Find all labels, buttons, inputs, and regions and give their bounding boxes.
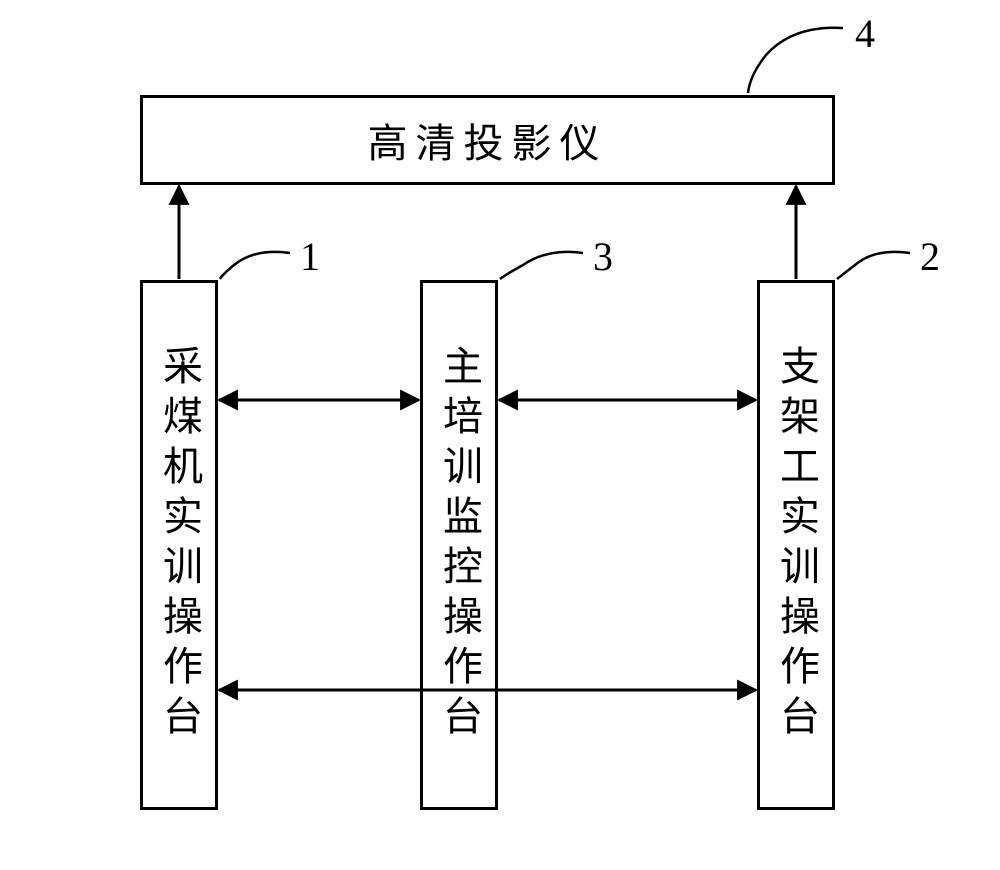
node-main-console-label: 主培训监控操作台 [430, 345, 488, 745]
node-frame-console: 支架工实训操作台 [757, 280, 835, 810]
diagram-canvas: 高清投影仪 采煤机实训操作台 主培训监控操作台 支架工实训操作台 4 1 3 2 [0, 0, 1000, 870]
ref-label-2: 2 [920, 233, 940, 280]
ref-label-1: 1 [300, 233, 320, 280]
ref-label-4: 4 [855, 10, 875, 57]
node-projector-label: 高清投影仪 [368, 111, 608, 169]
ref-label-3: 3 [593, 233, 613, 280]
node-machine-console-label: 采煤机实训操作台 [150, 345, 208, 745]
node-main-console: 主培训监控操作台 [420, 280, 498, 810]
node-frame-console-label: 支架工实训操作台 [767, 345, 825, 745]
node-machine-console: 采煤机实训操作台 [140, 280, 218, 810]
node-projector: 高清投影仪 [140, 95, 835, 185]
